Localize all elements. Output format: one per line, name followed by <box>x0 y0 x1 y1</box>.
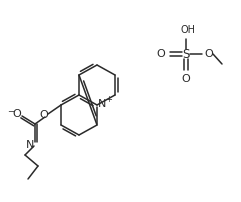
Text: +: + <box>106 95 113 103</box>
Text: OH: OH <box>181 25 195 35</box>
Text: N: N <box>26 140 34 150</box>
Text: −: − <box>7 107 14 117</box>
Text: O: O <box>182 74 190 84</box>
Text: S: S <box>182 47 190 61</box>
Text: O: O <box>157 49 165 59</box>
Text: N: N <box>98 99 106 109</box>
Text: O: O <box>205 49 213 59</box>
Text: O: O <box>40 110 48 120</box>
Text: O: O <box>13 109 21 119</box>
